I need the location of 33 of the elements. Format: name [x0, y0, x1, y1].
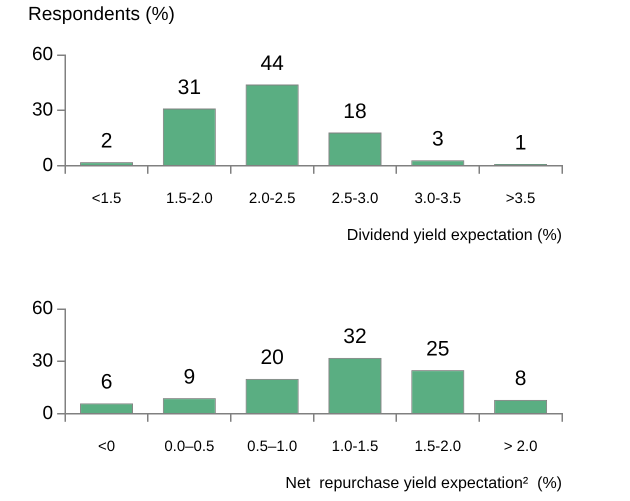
- data-label: 3: [432, 128, 444, 151]
- x-tick-label: 2.0-2.5: [248, 190, 296, 207]
- y-tick-label: 60: [32, 44, 54, 66]
- x-tick-label: 1.0-1.5: [332, 438, 378, 455]
- data-label: 2: [100, 129, 112, 152]
- y-tick-label: 0: [42, 155, 54, 176]
- y-tick-label: 0: [42, 403, 54, 424]
- x-tick-label: 1.5-2.0: [166, 190, 213, 207]
- data-label: 6: [100, 370, 112, 394]
- data-label: 32: [343, 325, 367, 348]
- y-tick-label: 30: [32, 350, 54, 372]
- x-tick-label: 0.5–1.0: [247, 438, 298, 455]
- data-label: 31: [178, 76, 202, 99]
- x-tick-label: >3.5: [506, 190, 536, 207]
- x-tick-label: <0: [98, 438, 116, 455]
- data-label: 1: [514, 131, 526, 154]
- data-label: 18: [343, 100, 367, 123]
- x-tick-label: 3.0-3.5: [414, 190, 462, 207]
- x-tick-label: 2.5-3.0: [332, 190, 378, 207]
- y-axis-title: Respondents (%): [28, 4, 175, 26]
- x-tick-label: 0.0–0.5: [164, 438, 214, 455]
- data-label: 8: [514, 367, 526, 390]
- data-label: 44: [260, 52, 284, 75]
- data-label: 9: [184, 365, 196, 388]
- x-tick-label: > 2.0: [504, 438, 538, 455]
- y-tick-label: 60: [32, 298, 54, 320]
- data-label: 20: [260, 346, 284, 370]
- x-tick-label: <1.5: [92, 190, 122, 207]
- data-label: 25: [426, 337, 450, 360]
- y-tick-label: 30: [32, 100, 54, 121]
- x-tick-label: 1.5-2.0: [414, 438, 462, 455]
- x-axis-title: Dividend yield expectation (%): [346, 226, 562, 244]
- x-axis-title: Net repurchase yield expectation² (%): [285, 474, 562, 492]
